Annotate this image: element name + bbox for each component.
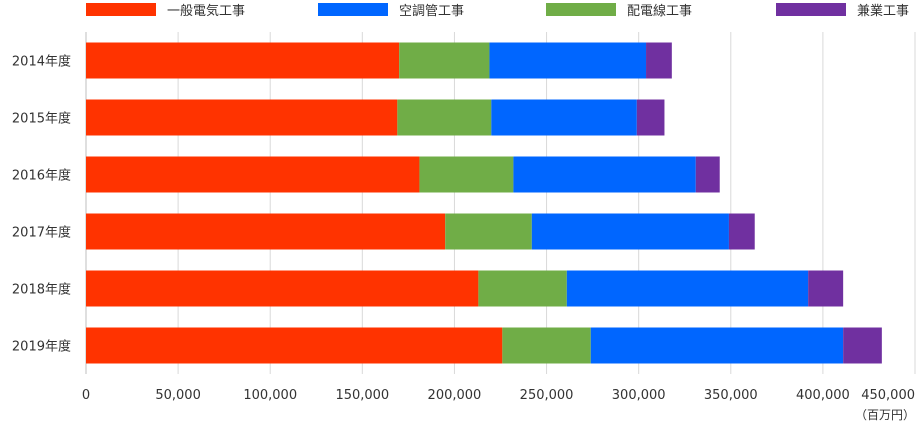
bar-segment [843,327,882,364]
bar-segment [397,99,492,136]
bar-segment [502,327,591,364]
bar-segment [489,42,647,79]
x-tick-label: 400,000 [796,388,850,403]
category-label: 2015年度 [12,111,71,127]
bar-segment [808,270,844,307]
bar-segment [491,99,637,136]
legend-label: 一般電気工事 [167,3,245,19]
x-tick-label: 50,000 [155,388,201,403]
x-tick-label: 350,000 [704,388,758,403]
bar-segment [531,213,729,250]
x-tick-label: 150,000 [335,388,389,403]
bar-segment [445,213,532,250]
category-label: 2018年度 [12,282,71,298]
bar-segment [646,42,672,79]
bar-segment [86,156,420,193]
legend-label: 配電線工事 [627,3,692,19]
bar-segment [513,156,696,193]
bar-segment [566,270,809,307]
bar-segment [86,42,400,79]
bar-segment [86,270,479,307]
legend-label: 空調管工事 [399,4,464,19]
x-tick-label: 450,000 [861,388,915,403]
bar-segment [478,270,567,307]
legend-swatch [318,3,388,16]
bar-segment [399,42,490,79]
category-label: 2016年度 [12,168,71,184]
legend-swatch [546,3,616,16]
bar-segment [590,327,844,364]
x-tick-label: 0 [82,388,90,403]
category-labels: 2014年度 2015年度 2016年度 2017年度 2018年度 2019年度 [12,54,71,355]
bar-segment [86,327,503,364]
x-tick-label: 200,000 [428,388,482,403]
category-label: 2014年度 [12,54,71,70]
bar-segment [86,99,398,136]
x-axis-ticks: 0 50,000 100,000 150,000 200,000 250,000 300,0… [82,388,915,403]
x-tick-label: 250,000 [520,388,574,403]
legend-swatch [86,3,156,16]
bar-segment [419,156,514,193]
legend-label: 兼業工事 [857,3,909,19]
legend: 一般電気工事 空調管工事 配電線工事 兼業工事 [86,3,909,19]
x-tick-label: 100,000 [243,388,297,403]
bar-segment [86,213,446,250]
category-label: 2019年度 [12,339,71,355]
bar-segment [636,99,665,136]
category-label: 2017年度 [12,225,71,241]
bars [86,42,882,364]
bar-segment [728,213,755,250]
legend-swatch [776,3,846,16]
x-tick-label: 300,000 [612,388,666,403]
bar-segment [695,156,720,193]
gridlines [85,32,916,374]
unit-label: （百万円） [855,408,915,422]
